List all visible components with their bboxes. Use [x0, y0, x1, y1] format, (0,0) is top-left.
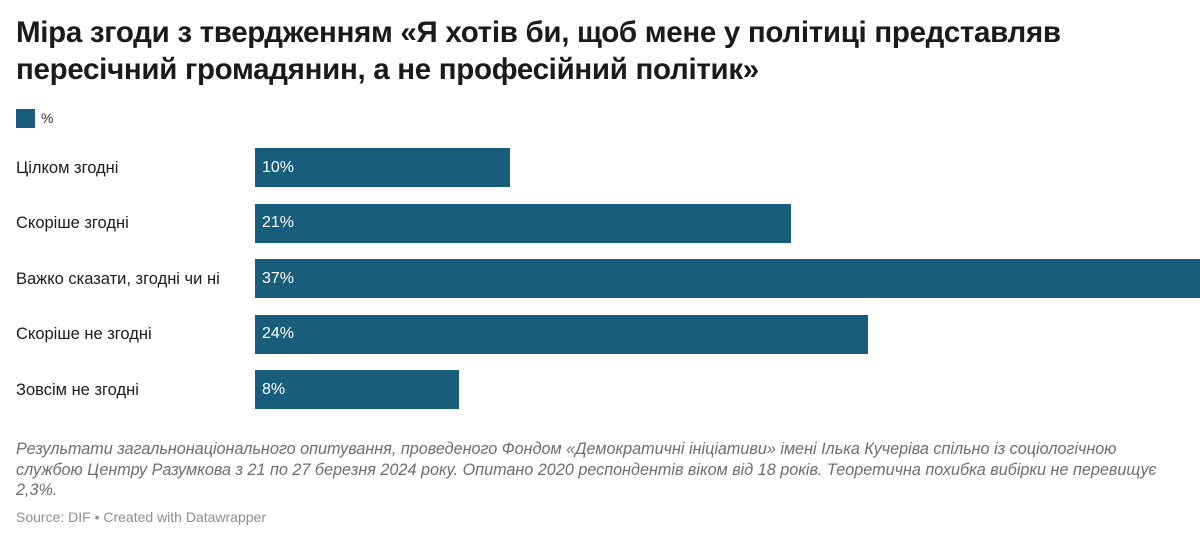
bar-value-label: 8% — [262, 380, 286, 398]
chart-notes: Результати загальнонаціонального опитува… — [16, 440, 1157, 499]
bar — [255, 370, 460, 409]
bar — [255, 314, 868, 354]
bar-value-label: 21% — [262, 214, 295, 231]
chart-title: Міра згоди з твердженням «Я хотів би, що… — [16, 16, 1061, 86]
legend-label: % — [41, 110, 54, 126]
bar-value-label: 10% — [262, 158, 295, 176]
category-label: Важко сказати, згодні чи ні — [16, 269, 220, 288]
bar-value-label: 24% — [262, 325, 295, 342]
category-label: Цілком згодні — [16, 158, 119, 177]
bar — [255, 203, 792, 243]
bar-chart: Цілком згодні 10% Скоріше згодні 21% Важко с… — [0, 140, 1200, 420]
legend: % — [16, 108, 53, 128]
bar — [255, 148, 511, 187]
bar-value-label: 37% — [262, 269, 295, 287]
legend-swatch — [16, 108, 35, 128]
chart-source: Source: DIF • Created with Datawrapper — [16, 509, 267, 525]
category-label: Зовсім не згодні — [16, 380, 139, 399]
category-label: Скоріше згодні — [16, 214, 129, 232]
category-label: Скоріше не згодні — [16, 325, 152, 343]
bar — [255, 259, 1200, 298]
